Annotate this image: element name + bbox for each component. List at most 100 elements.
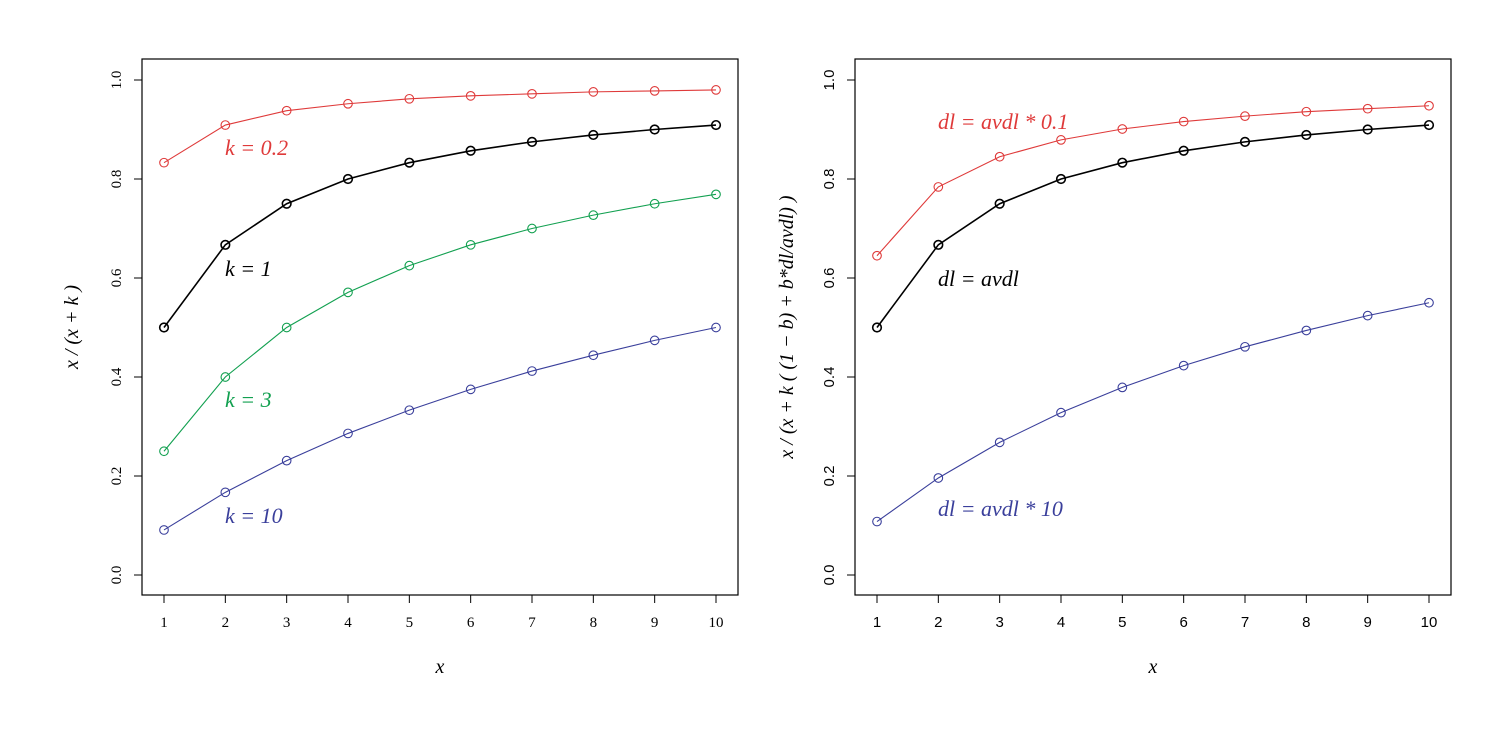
data-point xyxy=(649,335,660,346)
series-line xyxy=(163,193,717,452)
x-axis-label: x xyxy=(1148,656,1158,678)
series-line xyxy=(163,326,717,531)
data-point xyxy=(1362,124,1373,135)
data-point xyxy=(649,198,660,209)
series-label: k = 1 xyxy=(225,256,272,281)
data-point xyxy=(465,145,476,156)
y-tick-label: 0.0 xyxy=(821,565,838,586)
data-point xyxy=(404,93,415,104)
data-point xyxy=(1362,103,1373,114)
y-tick-label: 0.6 xyxy=(109,268,125,287)
data-point xyxy=(649,86,660,96)
data-point xyxy=(1424,297,1434,308)
data-point xyxy=(1240,111,1250,121)
series-label: k = 3 xyxy=(225,387,272,412)
x-tick-label: 8 xyxy=(1302,614,1310,631)
y-axis-label: x / (x + k ) xyxy=(61,285,83,370)
x-tick-label: 2 xyxy=(934,614,942,631)
x-tick-label: 3 xyxy=(283,615,291,631)
data-point xyxy=(404,157,415,168)
data-point xyxy=(465,239,476,250)
series-1: k = 0.2 xyxy=(159,85,721,168)
data-point xyxy=(1240,341,1250,352)
data-point xyxy=(1178,116,1189,127)
data-point xyxy=(871,322,883,333)
y-tick-label: 0.4 xyxy=(821,367,838,388)
y-tick-label: 1.0 xyxy=(109,71,125,90)
data-point xyxy=(1178,145,1189,156)
y-tick-label: 0.6 xyxy=(821,268,838,289)
x-tick-label: 1 xyxy=(873,614,881,631)
data-point xyxy=(1117,382,1128,393)
x-tick-label: 6 xyxy=(467,615,475,631)
y-tick-label: 0.8 xyxy=(109,170,125,189)
x-tick-label: 9 xyxy=(651,615,659,631)
data-point xyxy=(588,129,599,141)
series-label: dl = avdl * 10 xyxy=(938,496,1063,521)
data-point xyxy=(342,173,354,185)
data-point xyxy=(281,105,292,116)
data-point xyxy=(526,136,538,147)
data-point xyxy=(1362,310,1373,321)
x-tick-label: 2 xyxy=(222,615,230,631)
data-point xyxy=(588,350,599,361)
data-point xyxy=(158,322,170,333)
series-line xyxy=(876,302,1430,522)
y-tick-label: 0.0 xyxy=(109,566,125,585)
x-tick-label: 10 xyxy=(1421,614,1438,631)
data-point xyxy=(220,239,231,250)
series-3: k = 3 xyxy=(159,189,721,457)
data-point xyxy=(220,372,231,382)
data-point xyxy=(649,124,660,135)
y-tick-label: 1.0 xyxy=(821,70,838,91)
data-point xyxy=(872,250,882,261)
x-tick-label: 6 xyxy=(1179,614,1187,631)
x-tick-label: 9 xyxy=(1363,614,1371,631)
data-point xyxy=(1301,106,1312,117)
series-label: k = 0.2 xyxy=(225,135,288,160)
data-point xyxy=(933,182,944,192)
data-point xyxy=(933,239,944,250)
data-point xyxy=(404,260,415,271)
data-point xyxy=(1423,119,1435,131)
data-point xyxy=(159,446,169,457)
series-2: dl = avdl xyxy=(871,119,1435,333)
data-point xyxy=(465,90,476,101)
data-point xyxy=(281,198,292,209)
chart-panel-1: 1 2 3 4 5 6 7 8 9 10 0.0 0.2 0.4 0.6 0.8 1.0 x x / (x + k… xyxy=(61,58,739,678)
x-tick-label: 8 xyxy=(590,615,598,631)
data-point xyxy=(527,89,537,99)
data-point xyxy=(1178,360,1189,371)
y-tick-label: 0.4 xyxy=(109,367,125,386)
x-tick-label: 1 xyxy=(160,615,168,631)
series-label: dl = avdl * 0.1 xyxy=(938,109,1068,134)
x-tick-label: 7 xyxy=(528,615,536,631)
data-point xyxy=(281,455,292,466)
data-point xyxy=(1117,157,1128,168)
data-point xyxy=(343,287,353,298)
data-point xyxy=(994,151,1005,162)
data-point xyxy=(1055,173,1067,185)
data-point xyxy=(1056,135,1066,145)
series-label: k = 10 xyxy=(225,503,283,528)
chart-panel-2: 1 2 3 4 5 6 7 8 9 10 0.0 0.2 0.4 0.6 0.8 1.0 x x / (x + k… xyxy=(776,58,1452,678)
data-point xyxy=(220,120,231,130)
data-point xyxy=(465,384,476,395)
data-point xyxy=(1056,407,1066,418)
series-line xyxy=(163,89,717,164)
x-tick-label: 10 xyxy=(709,615,724,631)
series-3: dl = avdl * 10 xyxy=(872,297,1434,527)
data-point xyxy=(527,366,537,376)
x-tick-label: 7 xyxy=(1241,614,1249,631)
data-point xyxy=(994,198,1005,209)
y-axis-label: x / (x + k ( (1 − b) + b*dl/avdl) ) xyxy=(776,195,798,460)
data-point xyxy=(1301,325,1312,336)
x-tick-label: 4 xyxy=(344,615,352,631)
data-point xyxy=(710,119,722,131)
y-tick-label: 0.2 xyxy=(821,466,838,487)
y-tick-label: 0.2 xyxy=(109,467,125,486)
data-point xyxy=(220,487,231,498)
series-4: k = 10 xyxy=(159,322,721,535)
data-point xyxy=(343,98,353,109)
